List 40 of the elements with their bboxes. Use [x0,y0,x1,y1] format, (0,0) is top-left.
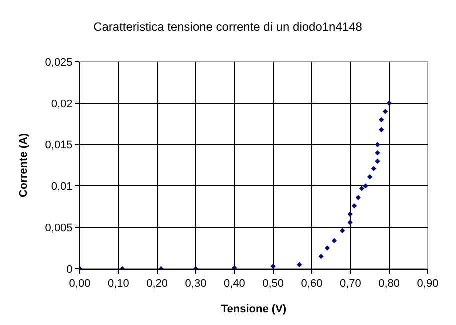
y-tick-label: 0,005 [45,222,73,234]
point [375,142,380,148]
y-tick-label: 0,02 [51,98,73,110]
y-tick-label: 0,015 [45,140,73,152]
x-tick-label: 0,10 [108,278,130,290]
point [348,220,353,226]
point [297,262,302,268]
x-tick-label: 0,60 [301,278,323,290]
point [348,212,353,217]
x-axis-title: Tensione (V) [221,303,287,316]
point [363,184,368,189]
x-tick-label: 0,70 [340,278,362,290]
point [352,203,358,209]
point [375,158,380,164]
point [375,150,380,156]
point [340,228,346,234]
point [356,195,361,200]
x-tick-label: 0,90 [417,278,439,290]
point [371,166,376,172]
point [367,174,373,180]
point [386,100,392,106]
y-tick-label: 0 [66,264,73,276]
point [332,238,338,244]
x-tick-label: 0,50 [262,278,284,290]
x-tick-label: 0,30 [185,278,207,290]
point [318,254,324,260]
point [359,186,364,192]
y-axis-title: Corrente (A) [18,133,30,198]
y-tick-label: 0,01 [51,181,73,194]
x-tick-label: 0,20 [146,278,168,290]
point [324,246,330,251]
chart-title: Caratteristica tensione corrente di un diodo1n4148 [94,20,363,34]
point [379,117,384,123]
x-tick-label: 0,00 [69,278,91,290]
point [379,127,384,132]
x-tick-label: 0,40 [224,278,246,290]
x-tick-label: 0,80 [378,278,400,290]
point [382,109,388,114]
y-tick-label: 0,025 [45,56,73,69]
point [270,264,276,269]
